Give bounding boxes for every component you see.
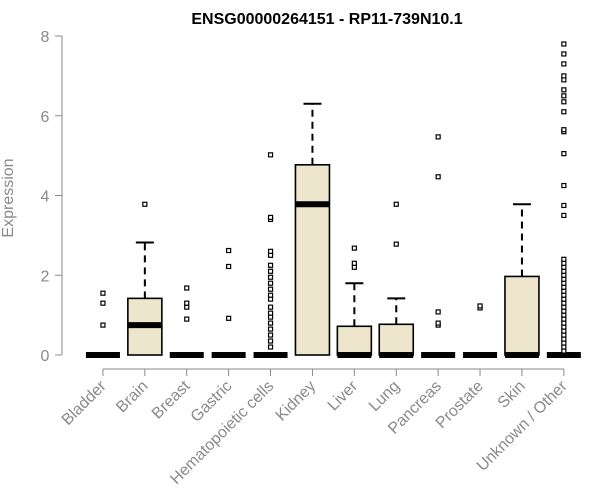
outlier-point <box>435 309 441 315</box>
box-rect <box>294 163 331 356</box>
outlier-point <box>351 245 357 251</box>
box-group <box>253 152 288 358</box>
outlier-point <box>267 286 274 292</box>
outlier-point <box>351 260 357 266</box>
outlier-point <box>267 304 274 310</box>
outlier-point <box>561 212 567 219</box>
outlier-point <box>561 127 567 133</box>
outlier-point <box>561 202 567 209</box>
box-group <box>336 245 373 358</box>
outlier-point <box>100 322 106 328</box>
chart-title: ENSG00000264151 - RP11-739N10.1 <box>191 11 462 28</box>
outlier-point <box>435 134 441 140</box>
outlier-point <box>267 248 274 254</box>
x-tick-label: Brain <box>113 378 151 416</box>
y-tick-label: 6 <box>41 109 50 126</box>
x-tick-label: Bladder <box>59 377 110 428</box>
outlier-point <box>267 274 274 280</box>
outlier-point <box>267 268 274 274</box>
x-tick-label: Breast <box>149 377 194 422</box>
outlier-point <box>267 214 274 221</box>
outlier-point <box>435 174 441 180</box>
outlier-point <box>184 316 190 322</box>
outlier-point <box>226 247 232 254</box>
x-tick-label: Lung <box>366 378 403 415</box>
outlier-point <box>561 41 567 47</box>
outlier-point <box>267 320 274 326</box>
outlier-point <box>561 93 567 99</box>
y-tick-label: 2 <box>41 268 50 285</box>
box-group <box>294 102 331 356</box>
outlier-point <box>561 151 567 157</box>
outlier-point <box>561 87 567 93</box>
x-tick-label: Liver <box>325 377 362 414</box>
box-group <box>169 285 204 358</box>
box-group <box>85 290 120 358</box>
outlier-point <box>561 99 567 105</box>
box-group <box>127 201 163 356</box>
y-tick-label: 8 <box>41 29 50 46</box>
outlier-point <box>393 201 399 207</box>
outlier-point <box>226 263 232 270</box>
outlier-point <box>267 326 274 332</box>
outlier-point <box>561 73 567 79</box>
outlier-point <box>267 280 274 286</box>
outlier-point <box>267 338 274 344</box>
x-tick-label: Skin <box>495 378 529 412</box>
x-tick-label: Kidney <box>273 378 320 425</box>
box-rect <box>336 325 373 356</box>
outlier-point <box>184 300 190 306</box>
outlier-point <box>477 303 483 309</box>
box-rect <box>504 275 540 356</box>
box-group <box>378 201 415 358</box>
outlier-point <box>267 152 274 158</box>
outlier-point <box>100 300 106 306</box>
box-group <box>546 41 581 358</box>
box-group <box>211 247 246 358</box>
outlier-point <box>435 320 441 326</box>
box-group <box>463 303 498 358</box>
box-group <box>421 134 456 358</box>
outlier-point <box>100 290 106 296</box>
outlier-point <box>561 109 567 115</box>
y-tick-label: 0 <box>41 348 50 365</box>
outlier-point <box>561 182 567 189</box>
boxes <box>85 41 581 358</box>
outlier-point <box>267 310 274 316</box>
outlier-point <box>267 292 274 298</box>
outlier-point <box>561 256 567 262</box>
box-rect <box>378 323 415 356</box>
outlier-point <box>142 201 148 207</box>
outlier-point <box>561 51 567 57</box>
y-tick-label: 4 <box>41 189 50 206</box>
box-group <box>504 203 540 358</box>
outlier-point <box>267 344 274 350</box>
outlier-point <box>267 332 274 338</box>
outlier-point <box>226 315 232 321</box>
outlier-point <box>393 241 399 247</box>
outlier-point <box>561 61 567 67</box>
y-axis-label: Expression <box>0 158 17 237</box>
outlier-point <box>267 262 274 268</box>
outlier-point <box>184 285 190 291</box>
